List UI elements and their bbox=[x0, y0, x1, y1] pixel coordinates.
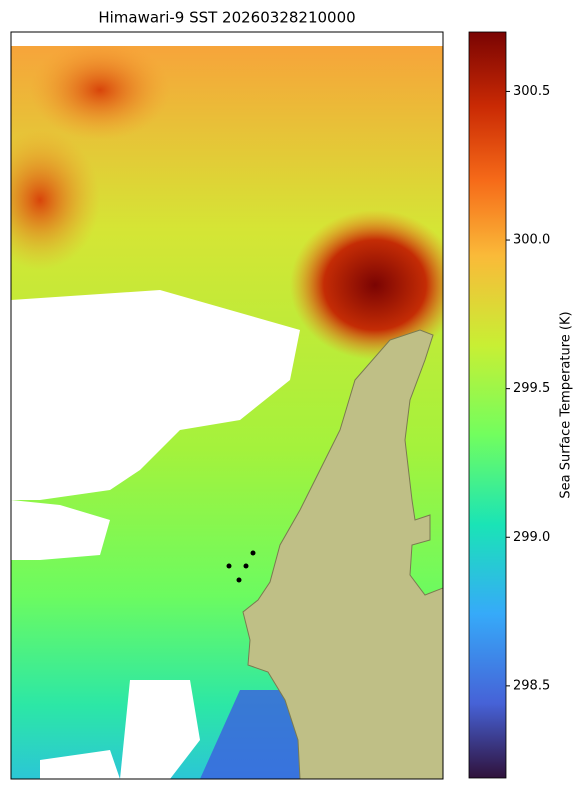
map-frame bbox=[10, 31, 444, 780]
colorbar-tick-label: 299.0 bbox=[513, 530, 550, 545]
colorbar bbox=[468, 31, 507, 779]
map bbox=[11, 46, 443, 779]
chart-title: Himawari-9 SST 20260328210000 bbox=[98, 9, 355, 27]
colorbar-tick-label: 300.0 bbox=[513, 233, 550, 248]
colorbar-tick-label: 298.5 bbox=[513, 678, 550, 693]
colorbar-tick-label: 299.5 bbox=[513, 381, 550, 396]
colorbar-tick-label: 300.5 bbox=[513, 84, 550, 99]
colorbar-label: Sea Surface Temperature (K) bbox=[559, 311, 574, 498]
